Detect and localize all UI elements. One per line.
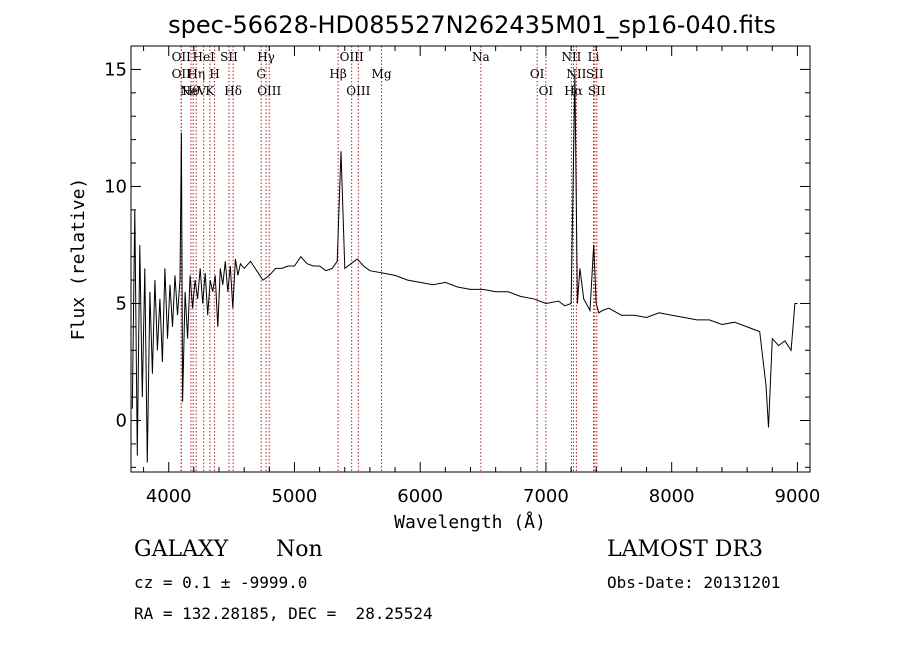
line-marker-label: Hη <box>187 67 205 81</box>
y-axis-label: Flux (relative) <box>68 178 89 341</box>
object-subclass: Non <box>276 537 323 562</box>
line-marker-label: K <box>205 84 215 98</box>
x-tick-label: 5000 <box>272 486 318 507</box>
x-tick-label: 7000 <box>523 486 569 507</box>
line-marker-label: Hα <box>564 84 583 98</box>
line-marker-label: Hβ <box>329 67 346 81</box>
line-marker-label: OI <box>539 84 554 98</box>
observation-date: Obs-Date: 20131201 <box>607 573 781 592</box>
line-marker-label: NeV <box>180 84 207 98</box>
line-marker-label: OIII <box>340 50 364 64</box>
line-marker-label: Li <box>588 50 600 64</box>
y-tick-label: 5 <box>116 293 127 314</box>
line-marker-label: OII <box>172 67 192 81</box>
y-tick-label: 0 <box>116 411 127 432</box>
x-tick-label: 8000 <box>649 486 695 507</box>
x-axis-label: Wavelength (Å) <box>394 511 546 533</box>
line-marker-label: OIII <box>346 84 370 98</box>
coordinates-line: RA = 132.28185, DEC = 28.25524 <box>134 604 433 623</box>
line-marker-label: OI <box>530 67 545 81</box>
y-tick-label: 10 <box>104 176 127 197</box>
x-axis-ticks: 4000 5000 6000 7000 8000 9000 <box>143 46 821 507</box>
y-tick-label: 15 <box>104 59 127 80</box>
y-axis-ticks: 0 5 10 15 <box>104 45 810 468</box>
line-marker-label: SII <box>220 50 238 64</box>
line-marker-label: H <box>209 67 219 81</box>
x-tick-label: 4000 <box>146 486 192 507</box>
object-class: GALAXY <box>134 537 229 562</box>
line-marker-label: Hθ <box>182 84 200 98</box>
line-marker-label: OIII <box>257 84 281 98</box>
spectrum-line <box>131 74 798 463</box>
survey-name: LAMOST DR3 <box>607 537 763 562</box>
x-tick-label: 6000 <box>397 486 443 507</box>
line-marker-label: SII <box>586 67 604 81</box>
line-marker-label: Mg <box>372 67 392 81</box>
line-marker-label: NII <box>561 50 581 64</box>
line-marker-label: Hγ <box>257 50 275 64</box>
spectrum-series <box>131 74 798 463</box>
line-marker-label: Na <box>472 50 490 64</box>
x-tick-label: 9000 <box>775 486 821 507</box>
line-marker-label: G <box>256 67 266 81</box>
line-marker-label: Hδ <box>224 84 242 98</box>
line-marker-label: SII <box>588 84 606 98</box>
chart-title: spec-56628-HD085527N262435M01_sp16-040.f… <box>168 11 776 39</box>
line-marker-label: NII <box>566 67 586 81</box>
redshift-line: cz = 0.1 ± -9999.0 <box>134 573 308 592</box>
